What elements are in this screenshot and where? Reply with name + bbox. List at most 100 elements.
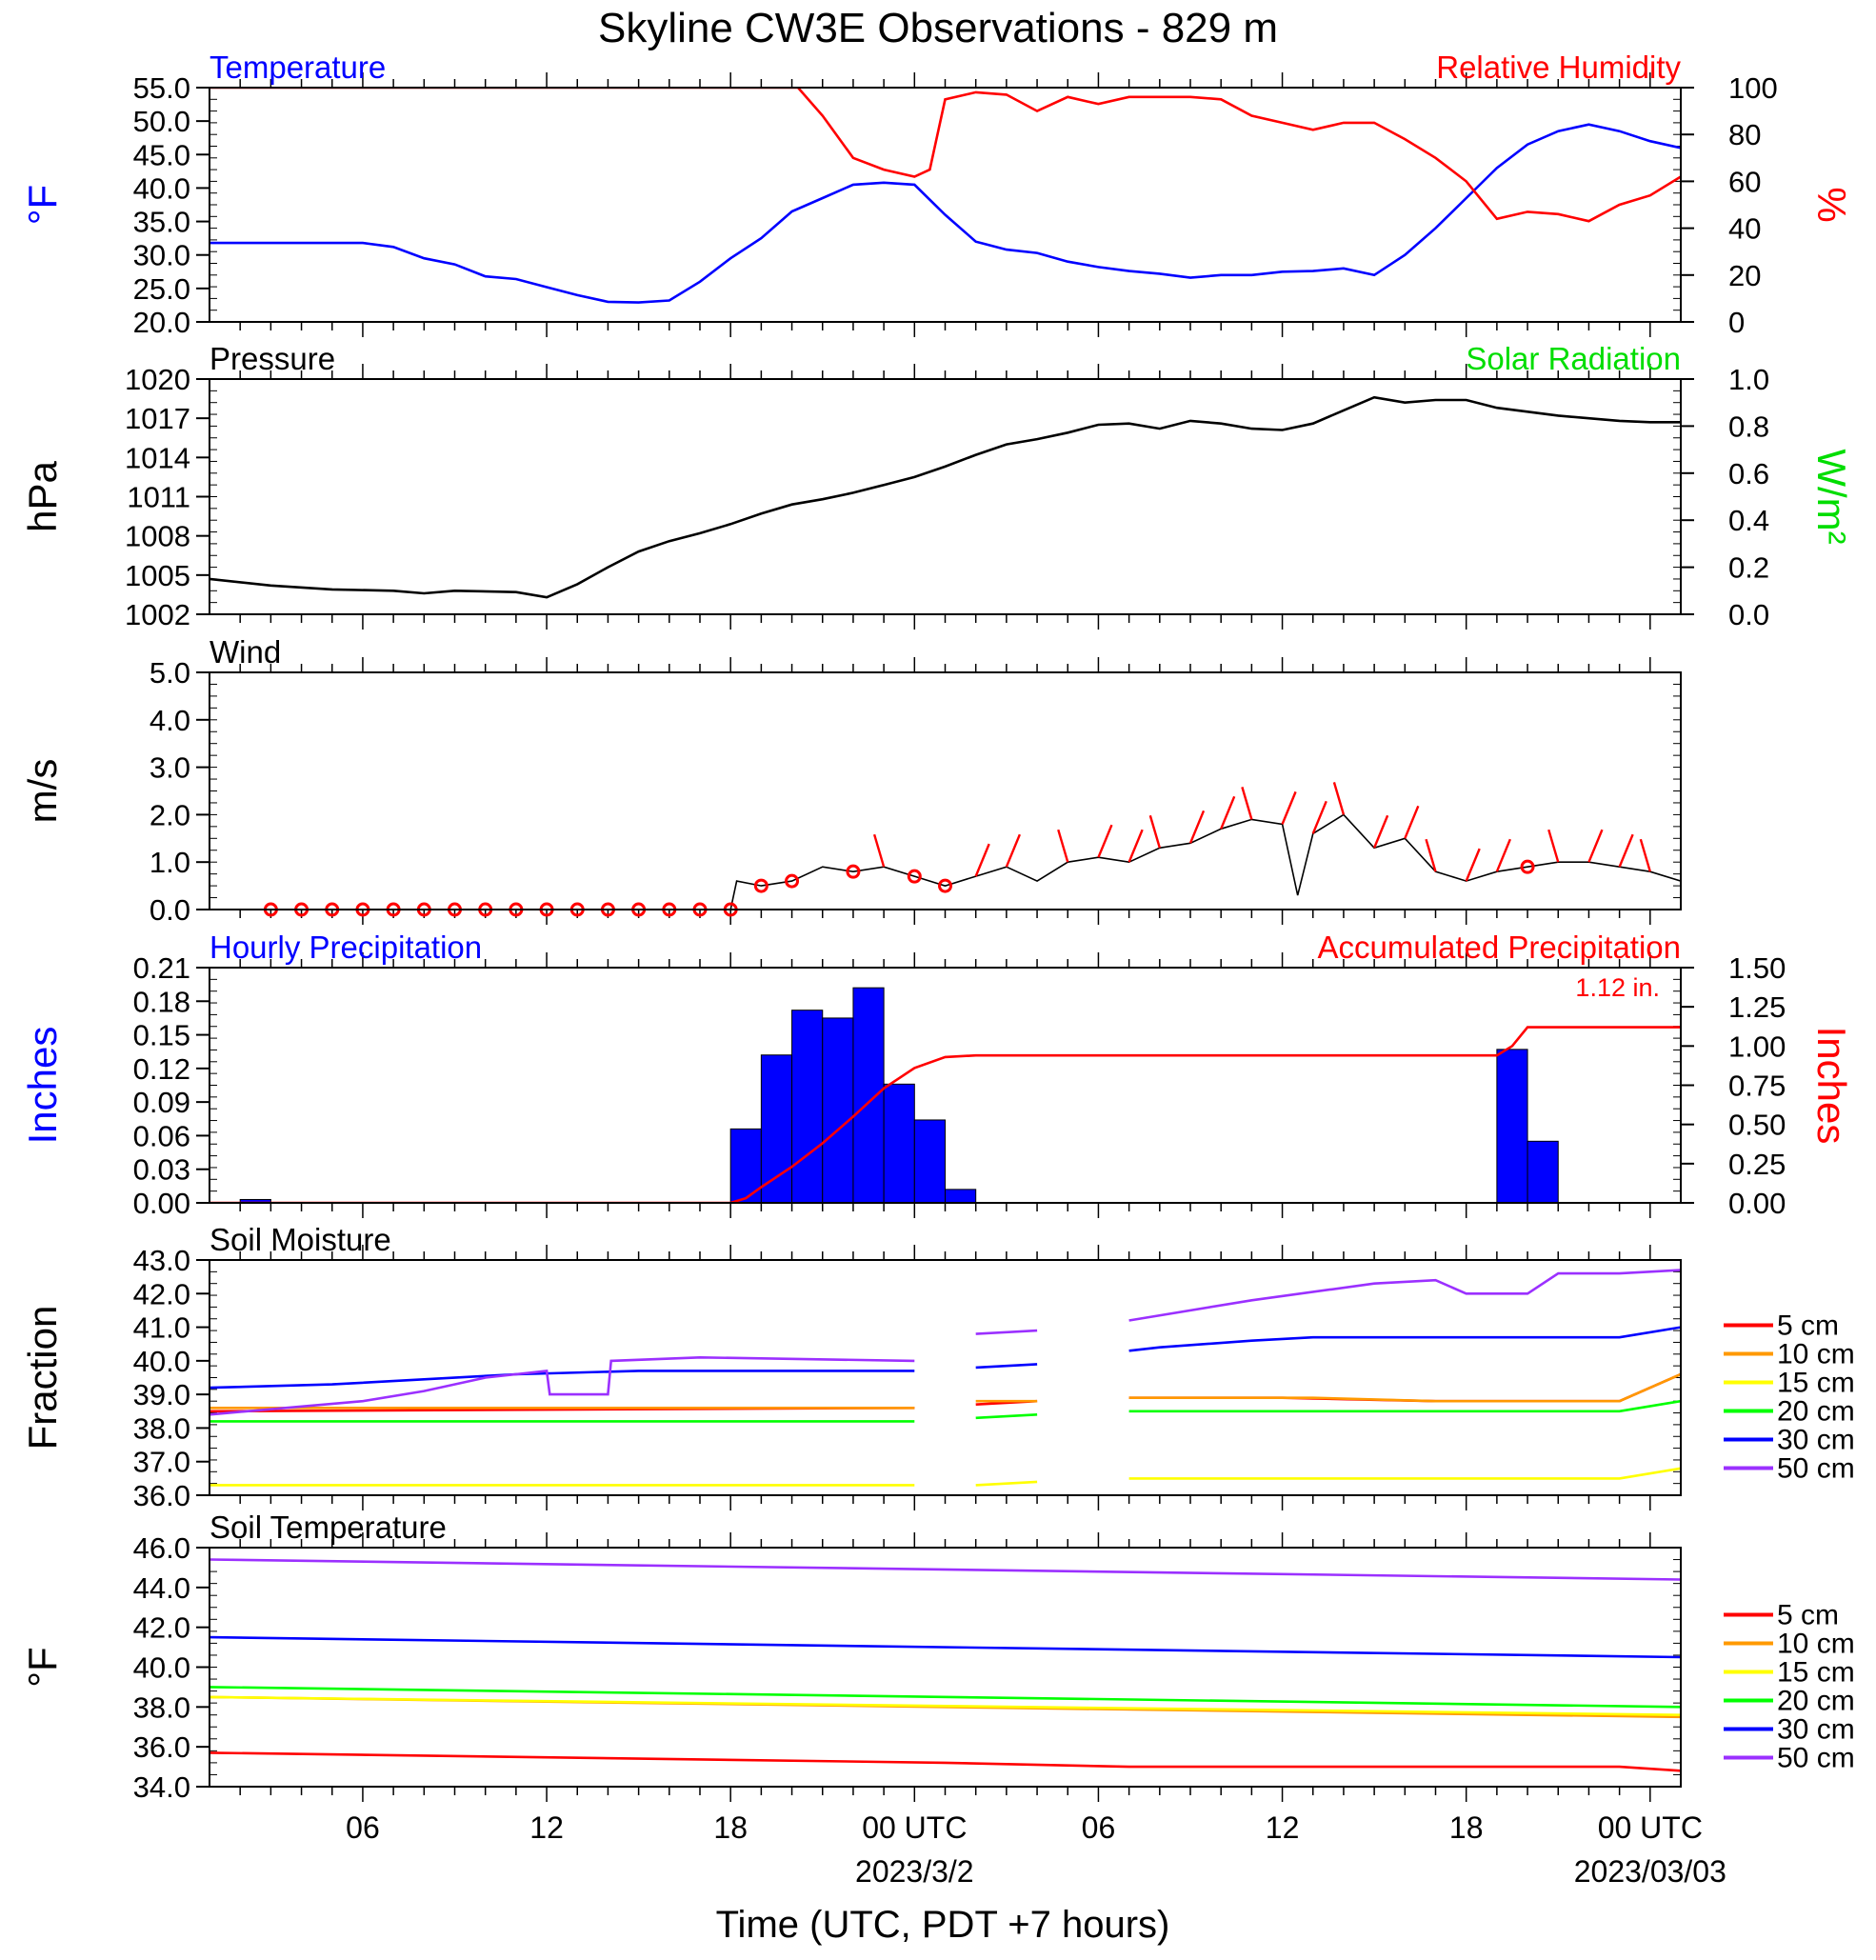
- y-tick-label-left: 1002: [125, 598, 190, 631]
- panel-title-left: Pressure: [210, 341, 335, 376]
- precip-bar: [760, 1054, 793, 1203]
- plot-area: [210, 813, 1681, 910]
- series-line-15-cm: [210, 1695, 1681, 1716]
- x-tick-label: 00 UTC: [1598, 1810, 1703, 1845]
- wind-barb: [1332, 782, 1346, 815]
- wind-barb: [1404, 805, 1420, 839]
- panel-soil-temperature: 46.0 44.0 42.0 40.0 38.0 36.0 34.0 Soil Tempera…: [20, 1510, 1855, 1804]
- y-tick-label-left: 1017: [125, 402, 190, 435]
- wind-calm-circle: [1520, 859, 1535, 874]
- y-axis-label-left: °F: [20, 185, 65, 225]
- series-line-Accumulated-Precipitation: [210, 1026, 1681, 1203]
- x-date-label: 2023/3/2: [855, 1854, 974, 1889]
- precip-bar: [1527, 1140, 1559, 1203]
- y-axis-label-right: W/m²: [1809, 449, 1854, 544]
- wind-barb: [1465, 848, 1481, 882]
- y-tick-label-left: 20.0: [133, 306, 190, 339]
- y-tick-label-left: 1.0: [150, 846, 190, 879]
- y-tick-label-left: 42.0: [133, 1611, 190, 1645]
- series-line-50-cm: [210, 1355, 915, 1416]
- wind-barb: [1005, 833, 1021, 868]
- wind-calm-circle: [785, 873, 800, 889]
- legend-label-50-cm: 50 cm: [1777, 1743, 1855, 1774]
- y-axis-label-left: Inches: [20, 1027, 65, 1145]
- legend-label-30-cm: 30 cm: [1777, 1425, 1855, 1456]
- legend-label-20-cm: 20 cm: [1777, 1396, 1855, 1428]
- plot-area: [210, 987, 1681, 1203]
- y-tick-label-left: 34.0: [133, 1770, 190, 1804]
- y-tick-label-right: 0.2: [1728, 551, 1769, 585]
- wind-barb: [1128, 829, 1144, 863]
- y-tick-label-right: 0.75: [1728, 1070, 1786, 1103]
- series-line-30-cm: [1128, 1326, 1681, 1352]
- series-line-Wind-speed: [210, 813, 1681, 910]
- y-tick-label-left: 3.0: [150, 751, 190, 785]
- wind-barb: [1220, 795, 1236, 830]
- legend-label-5-cm: 5 cm: [1777, 1310, 1839, 1342]
- x-tick-label: 12: [1266, 1810, 1300, 1845]
- y-tick-label-left: 0.09: [133, 1086, 190, 1119]
- legend-label-50-cm: 50 cm: [1777, 1453, 1855, 1485]
- y-tick-label-right: 0.8: [1728, 410, 1769, 443]
- panel-title-left: Temperature: [210, 50, 386, 85]
- y-axis-label-right: %: [1809, 187, 1854, 222]
- y-tick-label-left: 30.0: [133, 239, 190, 272]
- y-tick-label-left: 50.0: [133, 105, 190, 138]
- y-tick-label-left: 25.0: [133, 272, 190, 306]
- y-tick-label-right: 0.00: [1728, 1187, 1786, 1220]
- y-tick-label-right: 0.0: [1728, 598, 1769, 631]
- y-tick-label-left: 40.0: [133, 1651, 190, 1685]
- x-date-label: 2023/03/03: [1574, 1854, 1726, 1889]
- series-line-20-cm: [210, 1686, 1681, 1709]
- wind-barb: [1097, 824, 1113, 858]
- legend-label-10-cm: 10 cm: [1777, 1339, 1855, 1370]
- precip-bar: [883, 1083, 915, 1203]
- panel-wind: 5.0 4.0 3.0 2.0 1.0 0.0 Wind m/s: [20, 634, 1682, 927]
- y-tick-label-left: 40.0: [133, 1345, 190, 1378]
- wind-barb: [872, 833, 886, 868]
- series-line-20-cm: [975, 1413, 1038, 1420]
- series-line-5-cm: [210, 1751, 1681, 1772]
- y-tick-label-left: 41.0: [133, 1311, 190, 1345]
- x-tick-label: 18: [1449, 1810, 1484, 1845]
- y-axis-label-right: Inches: [1809, 1027, 1854, 1145]
- y-tick-label-left: 1008: [125, 520, 190, 553]
- y-tick-label-right: 0.4: [1728, 504, 1769, 537]
- precip-bar: [239, 1198, 271, 1203]
- wind-calm-circle: [753, 878, 768, 893]
- y-tick-label-left: 0.0: [150, 893, 190, 927]
- y-tick-label-right: 80: [1728, 118, 1761, 151]
- panel-title-left: Wind: [210, 634, 281, 670]
- figure-title: Skyline CW3E Observations - 829 m: [598, 5, 1278, 51]
- wind-barb: [1148, 814, 1161, 849]
- precip-bar: [791, 1010, 824, 1203]
- y-tick-label-right: 40: [1728, 212, 1761, 246]
- precip-bar: [852, 987, 885, 1203]
- y-tick-label-left: 2.0: [150, 798, 190, 831]
- y-tick-label-left: 43.0: [133, 1244, 190, 1277]
- y-tick-label-left: 0.12: [133, 1052, 190, 1086]
- y-tick-label-left: 0.06: [133, 1119, 190, 1152]
- y-tick-label-left: 0.21: [133, 951, 190, 985]
- panel-title-right: Relative Humidity: [1436, 50, 1681, 85]
- x-tick-label: 06: [1082, 1810, 1116, 1845]
- wind-barb: [1618, 833, 1634, 868]
- series-line-Relative-Humidity: [210, 88, 1681, 223]
- plot-area: [210, 88, 1681, 304]
- series-line-15-cm: [1128, 1467, 1681, 1480]
- precip-total-annotation: 1.12 in.: [1575, 973, 1660, 1002]
- y-tick-label-right: 0.25: [1728, 1148, 1786, 1181]
- legend-label-30-cm: 30 cm: [1777, 1714, 1855, 1746]
- x-axis-label: Time (UTC, PDT +7 hours): [716, 1904, 1170, 1946]
- y-tick-label-left: 1005: [125, 559, 190, 592]
- wind-barb: [1188, 810, 1206, 844]
- y-tick-label-left: 4.0: [150, 704, 190, 737]
- y-tick-label-right: 1.0: [1728, 363, 1769, 396]
- panels: 55.050.045.040.035.030.025.020.010080604…: [20, 50, 1855, 1889]
- panel-frame: [209, 1259, 1682, 1496]
- y-axis-label-left: hPa: [20, 460, 65, 531]
- legend-label-20-cm: 20 cm: [1777, 1686, 1855, 1717]
- series-line-Temperature: [210, 123, 1681, 304]
- y-tick-label-right: 60: [1728, 165, 1761, 198]
